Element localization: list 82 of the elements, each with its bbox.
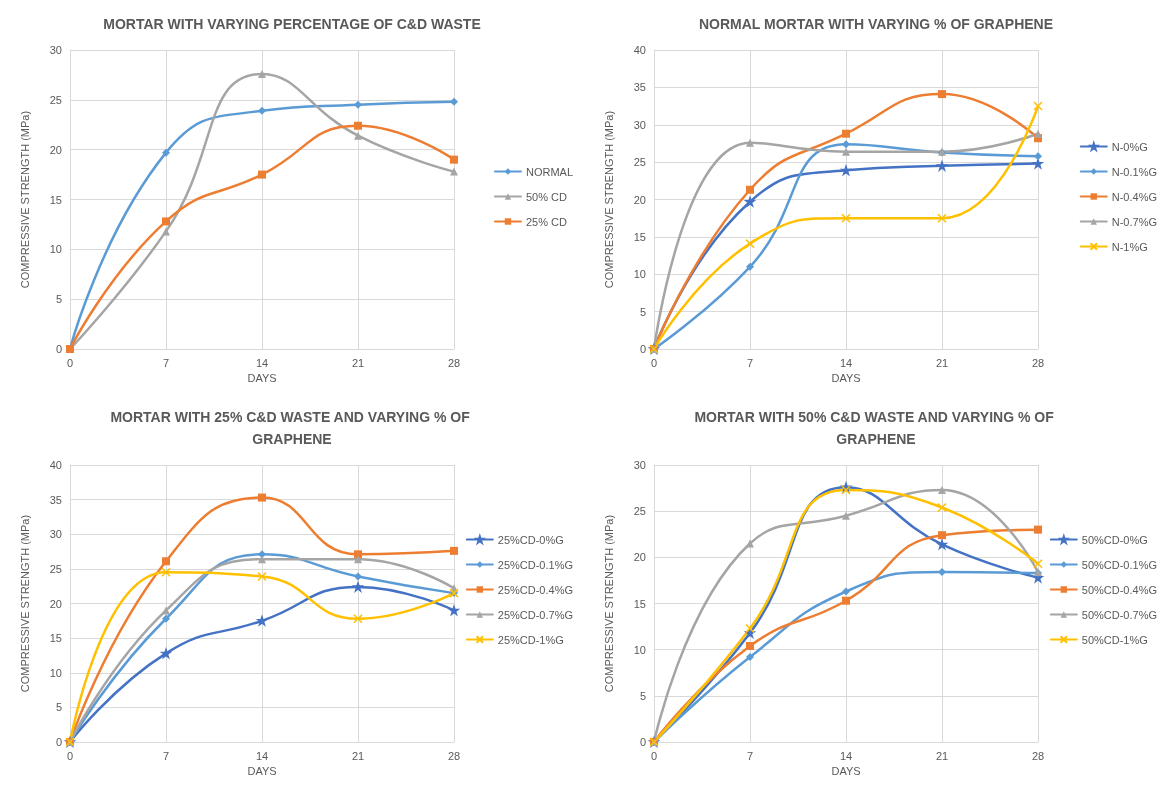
- x-tick-label: 0: [66, 356, 74, 369]
- y-tick-label: 0: [639, 343, 646, 355]
- y-axis-title: COMPRESSIVE STRENGTH (MPa): [18, 110, 31, 289]
- x-tick-label: 21: [935, 356, 949, 369]
- x-tick-label: 28: [447, 749, 461, 762]
- y-tick-label: 10: [49, 243, 62, 256]
- y-tick-label: 0: [639, 736, 646, 748]
- x-tick-label: 0: [650, 749, 658, 762]
- x-tick-label: 7: [746, 749, 754, 762]
- x-tick-label: 28: [1031, 749, 1045, 762]
- y-tick-label: 10: [49, 666, 62, 679]
- legend-label: N-0%G: [1111, 140, 1148, 153]
- x-tick-label: 28: [1031, 356, 1045, 369]
- x-tick-label: 14: [839, 356, 853, 369]
- y-tick-label: 30: [633, 118, 646, 131]
- y-tick-label: 20: [49, 143, 62, 156]
- y-tick-label: 15: [633, 597, 646, 610]
- y-axis-title: COMPRESSIVE STRENGTH (MPa): [602, 514, 615, 693]
- y-axis-title: COMPRESSIVE STRENGTH (MPa): [602, 110, 615, 289]
- y-tick-label: 0: [55, 343, 62, 355]
- legend-label: 25%CD-0.4%G: [497, 583, 574, 596]
- x-tick-label: 21: [351, 356, 365, 369]
- y-tick-label: 5: [639, 689, 646, 702]
- x-tick-label: 28: [447, 356, 461, 369]
- y-tick-label: 30: [49, 44, 62, 56]
- y-tick-label: 25: [49, 93, 62, 106]
- legend-label: N-1%G: [1111, 240, 1148, 253]
- y-tick-label: 15: [49, 193, 62, 206]
- legend-label: 25%CD-1%G: [497, 633, 564, 646]
- y-tick-label: 35: [49, 493, 62, 506]
- chart-title: MORTAR WITH 50% C&D WASTE AND VARYING % OF GRAPHENE: [694, 409, 1058, 447]
- y-tick-label: 25: [633, 505, 646, 518]
- chart-title: MORTAR WITH 25% C&D WASTE AND VARYING % OF GRAPHENE: [110, 409, 474, 447]
- x-axis-title: DAYS: [831, 372, 861, 385]
- y-tick-label: 25: [633, 156, 646, 169]
- legend-label: N-0.7%G: [1111, 215, 1158, 228]
- y-tick-label: 5: [55, 293, 62, 306]
- y-tick-label: 40: [49, 459, 62, 471]
- x-tick-label: 14: [839, 749, 853, 762]
- y-tick-label: 40: [633, 44, 646, 56]
- x-tick-label: 0: [66, 749, 74, 762]
- y-tick-label: 10: [633, 268, 646, 281]
- legend-label: 50%CD-0.4%G: [1081, 583, 1158, 596]
- y-tick-label: 20: [633, 551, 646, 564]
- legend-label: 25%CD-0%G: [497, 533, 564, 546]
- legend-label: N-0.4%G: [1111, 190, 1158, 203]
- y-tick-label: 5: [55, 701, 62, 714]
- x-tick-label: 0: [650, 356, 658, 369]
- legend-label: N-0.1%G: [1111, 165, 1158, 178]
- legend-label: 50%CD-0.1%G: [1081, 558, 1158, 571]
- legend-label: NORMAL: [525, 165, 573, 178]
- x-axis-title: DAYS: [247, 372, 277, 385]
- legend-label: 25%CD-0.7%G: [497, 608, 574, 621]
- x-axis-title: DAYS: [831, 765, 861, 778]
- y-tick-label: 15: [49, 632, 62, 645]
- legend-label: 25%CD-0.1%G: [497, 558, 574, 571]
- x-tick-label: 14: [255, 356, 269, 369]
- x-tick-label: 14: [255, 749, 269, 762]
- legend-label: 50%CD-1%G: [1081, 633, 1148, 646]
- y-tick-label: 5: [639, 305, 646, 318]
- x-tick-label: 7: [746, 356, 754, 369]
- y-tick-label: 25: [49, 562, 62, 575]
- chart-title: NORMAL MORTAR WITH VARYING % OF GRAPHENE: [698, 16, 1054, 32]
- x-tick-label: 21: [351, 749, 365, 762]
- y-tick-label: 15: [633, 230, 646, 243]
- y-tick-label: 20: [633, 193, 646, 206]
- legend-label: 50% CD: [525, 190, 567, 203]
- legend-label: 50%CD-0.7%G: [1081, 608, 1158, 621]
- legend-label: 25% CD: [525, 215, 567, 228]
- legend-label: 50%CD-0%G: [1081, 533, 1148, 546]
- y-axis-title: COMPRESSIVE STRENGTH (MPa): [18, 514, 31, 693]
- x-tick-label: 7: [162, 749, 170, 762]
- x-tick-label: 21: [935, 749, 949, 762]
- y-tick-label: 10: [633, 643, 646, 656]
- x-tick-label: 7: [162, 356, 170, 369]
- y-tick-label: 30: [49, 528, 62, 541]
- y-tick-label: 30: [633, 459, 646, 471]
- chart-title: MORTAR WITH VARYING PERCENTAGE OF C&D WASTE: [103, 16, 481, 32]
- x-axis-title: DAYS: [247, 765, 277, 778]
- y-tick-label: 20: [49, 597, 62, 610]
- y-tick-label: 35: [633, 81, 646, 94]
- y-tick-label: 0: [55, 736, 62, 748]
